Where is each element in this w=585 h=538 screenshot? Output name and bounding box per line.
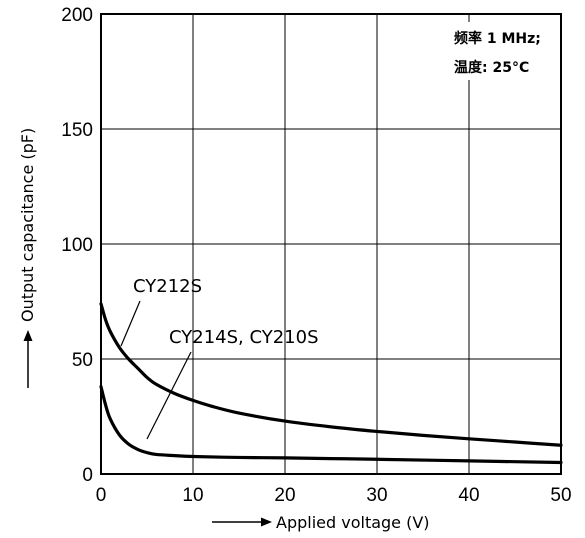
grid bbox=[100, 13, 562, 475]
curves bbox=[99, 302, 563, 465]
y-axis-label: Output capacitance (pF) bbox=[18, 128, 37, 322]
x-tick-label: 40 bbox=[458, 485, 479, 506]
conditions-box bbox=[440, 22, 560, 80]
x-tick-label: 50 bbox=[550, 485, 571, 506]
series-line-1 bbox=[99, 385, 563, 465]
y-axis-arrowhead bbox=[23, 330, 33, 341]
y-tick-label: 150 bbox=[61, 120, 93, 141]
series-label-cy212s: CY212S bbox=[133, 276, 202, 297]
x-tick-labels: 0 10 20 30 40 50 bbox=[96, 485, 572, 506]
y-tick-label: 50 bbox=[72, 350, 93, 371]
x-tick-label: 0 bbox=[96, 485, 107, 506]
x-tick-label: 30 bbox=[366, 485, 387, 506]
condition-frequency: 频率 1 MHz; bbox=[454, 30, 541, 47]
y-tick-label: 100 bbox=[61, 235, 93, 256]
x-axis-label: Applied voltage (V) bbox=[276, 513, 430, 532]
y-tick-label: 200 bbox=[61, 5, 93, 26]
y-tick-label: 0 bbox=[82, 465, 93, 486]
plot-frame bbox=[100, 13, 562, 475]
series-pointer-cy214s-cy210s bbox=[146, 351, 192, 440]
x-tick-label: 10 bbox=[182, 485, 203, 506]
condition-temperature: 温度: 25°C bbox=[454, 59, 529, 76]
x-axis-arrowhead bbox=[261, 517, 272, 527]
y-tick-labels: 0 50 100 150 200 bbox=[61, 5, 93, 486]
x-tick-label: 20 bbox=[274, 485, 295, 506]
series-pointer-cy212s bbox=[120, 300, 141, 347]
series-label-cy214s-cy210s: CY214S, CY210S bbox=[169, 327, 319, 348]
series-line-0 bbox=[99, 302, 563, 447]
